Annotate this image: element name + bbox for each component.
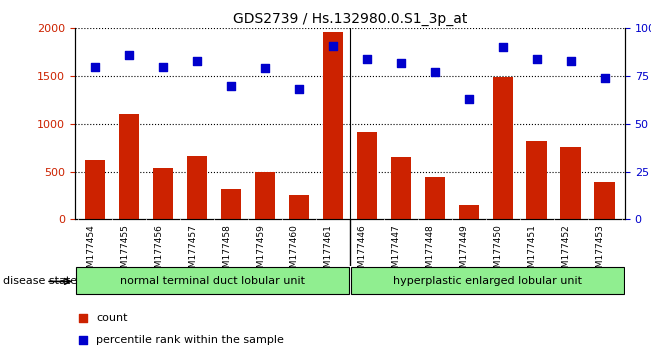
Bar <box>493 77 513 219</box>
Point <box>464 96 474 102</box>
Text: GSM177455: GSM177455 <box>120 224 129 279</box>
Point <box>260 65 270 71</box>
Text: percentile rank within the sample: percentile rank within the sample <box>96 335 284 345</box>
Text: GSM177458: GSM177458 <box>222 224 231 279</box>
Title: GDS2739 / Hs.132980.0.S1_3p_at: GDS2739 / Hs.132980.0.S1_3p_at <box>232 12 467 26</box>
Text: GSM177452: GSM177452 <box>562 224 571 279</box>
Text: GSM177456: GSM177456 <box>154 224 163 279</box>
Point <box>294 87 304 92</box>
Point <box>430 69 440 75</box>
Point <box>90 64 100 69</box>
Bar <box>391 157 411 219</box>
Text: hyperplastic enlarged lobular unit: hyperplastic enlarged lobular unit <box>393 275 582 286</box>
Point <box>124 52 134 58</box>
Point <box>327 43 338 48</box>
Text: GSM177460: GSM177460 <box>290 224 299 279</box>
Point <box>396 60 406 65</box>
Bar <box>85 160 105 219</box>
Point <box>362 56 372 62</box>
Text: GSM177451: GSM177451 <box>528 224 536 279</box>
Text: GSM177459: GSM177459 <box>256 224 265 279</box>
Point <box>158 64 169 69</box>
Bar <box>255 172 275 219</box>
Bar <box>153 168 173 219</box>
Bar <box>76 267 349 294</box>
Point <box>497 45 508 50</box>
Text: GSM177447: GSM177447 <box>392 224 401 279</box>
Bar <box>351 267 624 294</box>
Text: GSM177457: GSM177457 <box>188 224 197 279</box>
Bar <box>323 32 343 219</box>
Text: GSM177461: GSM177461 <box>324 224 333 279</box>
Text: GSM177450: GSM177450 <box>493 224 503 279</box>
Text: GSM177454: GSM177454 <box>86 224 95 279</box>
Bar <box>289 195 309 219</box>
Text: normal terminal duct lobular unit: normal terminal duct lobular unit <box>120 275 305 286</box>
Text: GSM177448: GSM177448 <box>426 224 435 279</box>
Text: GSM177449: GSM177449 <box>460 224 469 279</box>
Bar <box>357 132 377 219</box>
Point <box>531 56 542 62</box>
Point <box>226 83 236 88</box>
Bar <box>187 156 207 219</box>
Bar <box>458 205 479 219</box>
Point <box>600 75 610 81</box>
Text: GSM177446: GSM177446 <box>358 224 367 279</box>
Bar <box>594 182 615 219</box>
Text: count: count <box>96 313 128 323</box>
Bar <box>424 177 445 219</box>
Bar <box>561 147 581 219</box>
Bar <box>119 114 139 219</box>
Text: disease state: disease state <box>3 276 77 286</box>
Point <box>336 2 346 8</box>
Point <box>566 58 576 64</box>
Text: GSM177453: GSM177453 <box>596 224 605 279</box>
Bar <box>527 141 547 219</box>
Point <box>192 58 202 64</box>
Point <box>336 200 346 206</box>
Bar <box>221 189 242 219</box>
